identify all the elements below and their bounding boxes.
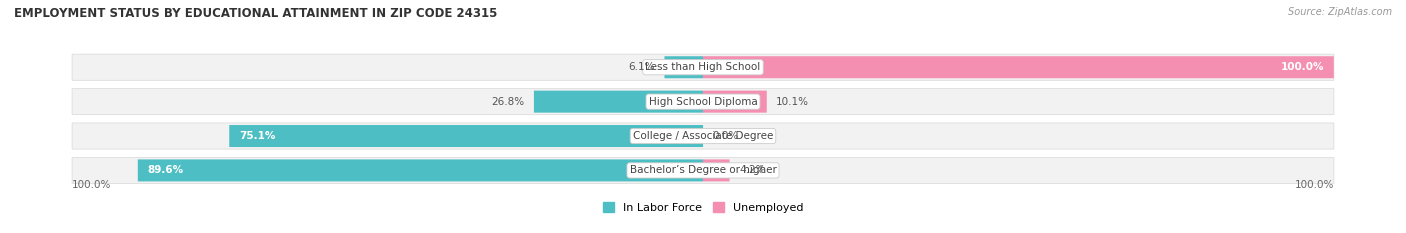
FancyBboxPatch shape — [72, 123, 1334, 149]
FancyBboxPatch shape — [534, 91, 703, 113]
Text: EMPLOYMENT STATUS BY EDUCATIONAL ATTAINMENT IN ZIP CODE 24315: EMPLOYMENT STATUS BY EDUCATIONAL ATTAINM… — [14, 7, 498, 20]
Text: 4.2%: 4.2% — [740, 165, 765, 175]
Text: 75.1%: 75.1% — [239, 131, 276, 141]
Text: 26.8%: 26.8% — [491, 97, 524, 107]
Text: College / Associate Degree: College / Associate Degree — [633, 131, 773, 141]
Text: 0.0%: 0.0% — [713, 131, 738, 141]
FancyBboxPatch shape — [665, 56, 703, 78]
FancyBboxPatch shape — [72, 157, 1334, 184]
FancyBboxPatch shape — [703, 91, 766, 113]
FancyBboxPatch shape — [138, 159, 703, 182]
FancyBboxPatch shape — [72, 54, 1334, 80]
FancyBboxPatch shape — [703, 56, 1334, 78]
Text: 6.1%: 6.1% — [628, 62, 655, 72]
Text: 100.0%: 100.0% — [1281, 62, 1324, 72]
Text: Bachelor’s Degree or higher: Bachelor’s Degree or higher — [630, 165, 776, 175]
FancyBboxPatch shape — [703, 159, 730, 182]
Legend: In Labor Force, Unemployed: In Labor Force, Unemployed — [598, 198, 808, 217]
Text: High School Diploma: High School Diploma — [648, 97, 758, 107]
Text: 89.6%: 89.6% — [148, 165, 183, 175]
Text: 10.1%: 10.1% — [776, 97, 810, 107]
FancyBboxPatch shape — [72, 89, 1334, 115]
Text: Less than High School: Less than High School — [645, 62, 761, 72]
Text: Source: ZipAtlas.com: Source: ZipAtlas.com — [1288, 7, 1392, 17]
FancyBboxPatch shape — [229, 125, 703, 147]
Text: 100.0%: 100.0% — [1295, 180, 1334, 190]
Text: 100.0%: 100.0% — [72, 180, 111, 190]
